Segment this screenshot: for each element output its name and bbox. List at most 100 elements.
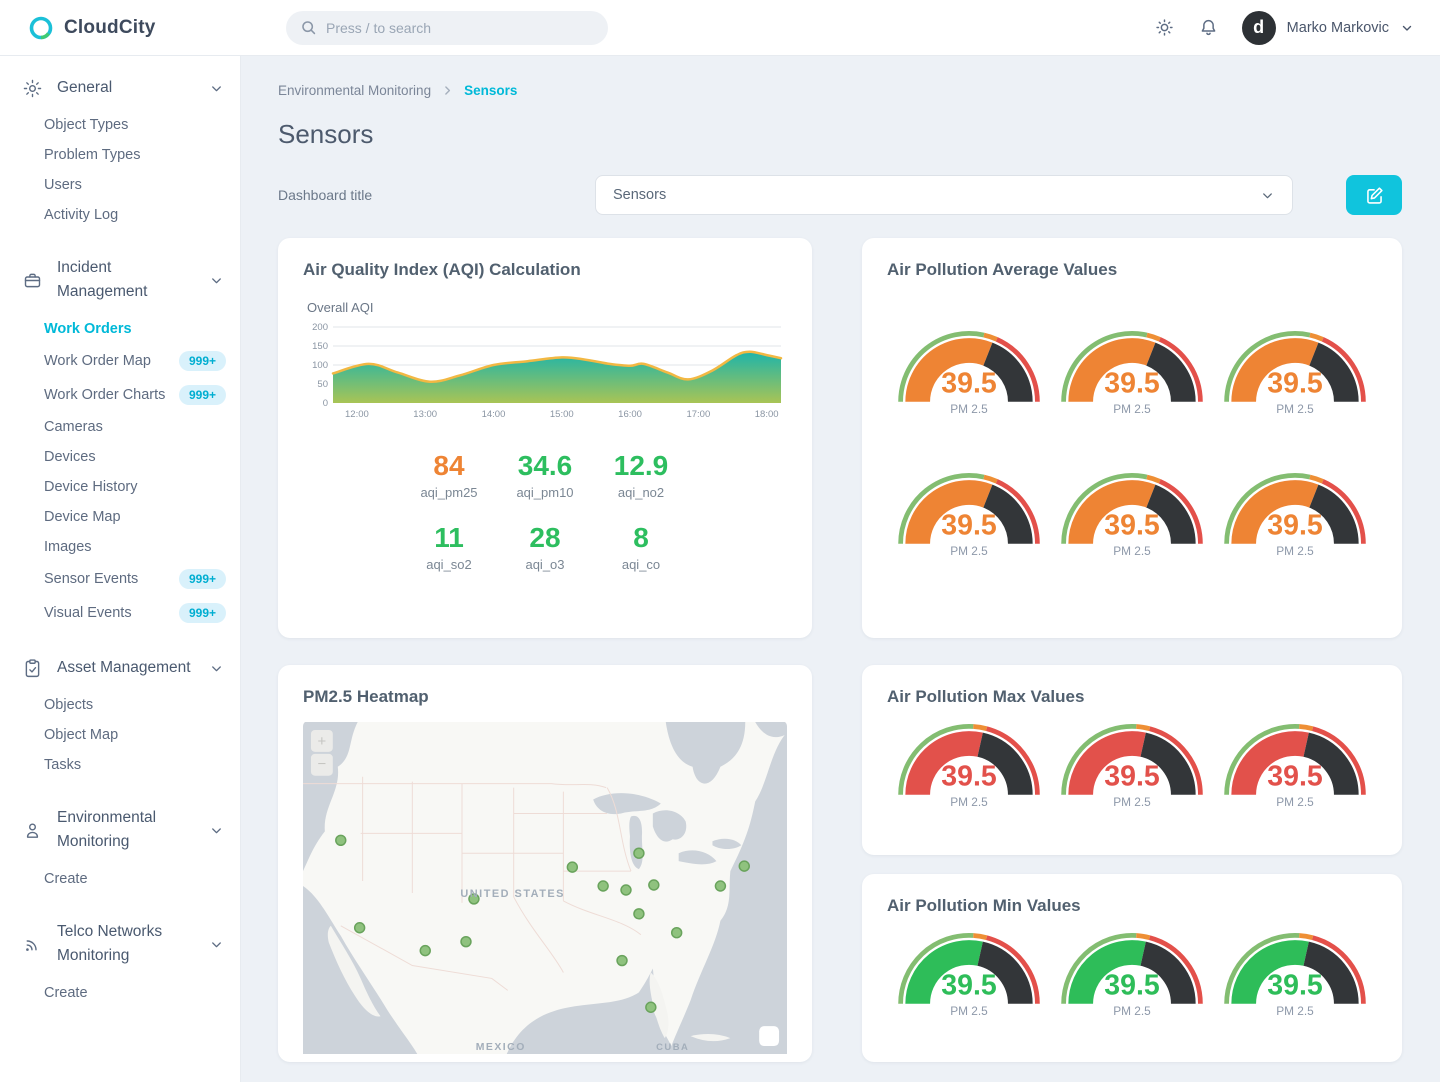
svg-text:39.5: 39.5: [1268, 760, 1324, 792]
sidebar-item-create[interactable]: Create: [0, 978, 240, 1008]
svg-text:PM 2.5: PM 2.5: [950, 795, 988, 809]
app-logo[interactable]: CloudCity: [0, 15, 250, 41]
sensor-dot[interactable]: [715, 881, 725, 891]
svg-text:PM 2.5: PM 2.5: [950, 544, 988, 558]
sidebar-item-devices[interactable]: Devices: [0, 442, 240, 472]
chevron-down-icon: [1400, 21, 1414, 35]
sidebar-header-telco-networks-monitoring[interactable]: Telco Networks Monitoring: [0, 914, 240, 974]
svg-text:PM 2.5: PM 2.5: [1277, 402, 1315, 416]
dashboard-title-value: Sensors: [613, 187, 666, 203]
sensor-dot[interactable]: [420, 946, 430, 956]
chevron-right-icon: [441, 84, 454, 97]
svg-text:39.5: 39.5: [941, 760, 997, 792]
svg-text:39.5: 39.5: [1104, 760, 1160, 792]
min-gauges: 39.5PM 2.539.5PM 2.539.5PM 2.5: [887, 924, 1377, 1024]
sidebar-item-work-orders[interactable]: Work Orders: [0, 314, 240, 344]
person-icon: [22, 820, 44, 841]
svg-text:PM 2.5: PM 2.5: [1113, 544, 1151, 558]
breadcrumb: Environmental Monitoring Sensors: [278, 83, 1402, 98]
chevron-down-icon: [1260, 188, 1275, 203]
chevron-down-icon: [209, 937, 224, 952]
sidebar-item-create[interactable]: Create: [0, 864, 240, 894]
svg-text:150: 150: [312, 341, 328, 352]
average-gauge-2: 39.5PM 2.5: [1056, 322, 1208, 422]
card-title: Air Quality Index (AQI) Calculation: [303, 260, 787, 280]
chevron-down-icon: [209, 273, 224, 288]
notifications-button[interactable]: [1198, 17, 1219, 38]
sidebar-item-work-order-map[interactable]: Work Order Map999+: [0, 344, 240, 378]
sidebar-item-object-types[interactable]: Object Types: [0, 110, 240, 140]
sensor-dot[interactable]: [617, 956, 627, 966]
svg-text:PM 2.5: PM 2.5: [1277, 544, 1315, 558]
breadcrumb-current[interactable]: Sensors: [464, 83, 517, 98]
average-gauges: 39.5PM 2.539.5PM 2.539.5PM 2.539.5PM 2.5…: [887, 322, 1377, 564]
sidebar-header-environmental-monitoring[interactable]: Environmental Monitoring: [0, 800, 240, 860]
sidebar-item-tasks[interactable]: Tasks: [0, 750, 240, 780]
min-gauge-3: 39.5PM 2.5: [1219, 924, 1371, 1024]
sidebar-section-telco-networks-monitoring: Telco Networks Monitoring Create: [0, 914, 240, 1008]
chevron-down-icon: [209, 661, 224, 676]
sidebar-section-general: General Object TypesProblem TypesUsersAct…: [0, 70, 240, 230]
sensor-dot[interactable]: [461, 937, 471, 947]
sidebar-item-objects[interactable]: Objects: [0, 690, 240, 720]
sidebar-header-asset-management[interactable]: Asset Management: [0, 650, 240, 686]
sidebar-item-problem-types[interactable]: Problem Types: [0, 140, 240, 170]
sensor-dot[interactable]: [567, 862, 577, 872]
svg-text:PM 2.5: PM 2.5: [950, 402, 988, 416]
metric-aqi-so2: 11aqi_so2: [401, 522, 497, 572]
card-title: PM2.5 Heatmap: [303, 687, 787, 707]
sidebar-item-object-map[interactable]: Object Map: [0, 720, 240, 750]
user-name: Marko Markovic: [1287, 20, 1389, 36]
breadcrumb-parent[interactable]: Environmental Monitoring: [278, 83, 431, 98]
sensor-dot[interactable]: [634, 848, 644, 858]
sidebar-item-device-map[interactable]: Device Map: [0, 502, 240, 532]
sidebar-item-device-history[interactable]: Device History: [0, 472, 240, 502]
metric-aqi-co: 8aqi_co: [593, 522, 689, 572]
svg-text:13:00: 13:00: [413, 409, 437, 420]
sidebar-section-asset-management: Asset Management ObjectsObject MapTasks: [0, 650, 240, 780]
svg-text:39.5: 39.5: [941, 509, 997, 541]
sensor-dot[interactable]: [355, 923, 365, 933]
sidebar-item-users[interactable]: Users: [0, 170, 240, 200]
min-gauge-1: 39.5PM 2.5: [893, 924, 1045, 1024]
sidebar-item-cameras[interactable]: Cameras: [0, 412, 240, 442]
sidebar-item-work-order-charts[interactable]: Work Order Charts999+: [0, 378, 240, 412]
sensor-dot[interactable]: [634, 909, 644, 919]
card-title: Air Pollution Min Values: [887, 896, 1377, 916]
sensor-dot[interactable]: [598, 881, 608, 891]
average-gauge-4: 39.5 PM 2.5: [893, 464, 1045, 564]
average-gauge-6: 39.5PM 2.5: [1219, 464, 1371, 564]
svg-text:PM 2.5: PM 2.5: [1277, 795, 1315, 809]
svg-text:39.5: 39.5: [1104, 509, 1160, 541]
sidebar-item-sensor-events[interactable]: Sensor Events999+: [0, 562, 240, 596]
sidebar-item-activity-log[interactable]: Activity Log: [0, 200, 240, 230]
heatmap-map[interactable]: UNITED STATES MEXICO CUBA + −: [303, 721, 787, 1060]
sensor-dot[interactable]: [646, 1002, 656, 1012]
sensor-dot[interactable]: [739, 861, 749, 871]
sidebar-item-images[interactable]: Images: [0, 532, 240, 562]
sensor-dot[interactable]: [336, 835, 346, 845]
sidebar-header-general[interactable]: General: [0, 70, 240, 106]
card-air-pollution-max: Air Pollution Max Values 39.5PM 2.539.5P…: [862, 665, 1402, 855]
svg-text:0: 0: [323, 398, 328, 409]
sensor-dot[interactable]: [672, 928, 682, 938]
map-label-cuba: CUBA: [656, 1042, 689, 1053]
count-badge: 999+: [179, 569, 226, 589]
search-input[interactable]: [326, 20, 594, 36]
cloudcity-logo-icon: [28, 15, 54, 41]
edit-dashboard-button[interactable]: [1346, 175, 1402, 215]
svg-text:PM 2.5: PM 2.5: [950, 1004, 988, 1018]
page-title: Sensors: [278, 119, 1402, 150]
theme-toggle-button[interactable]: [1154, 17, 1175, 38]
sidebar-item-visual-events[interactable]: Visual Events999+: [0, 596, 240, 630]
card-title: Air Pollution Average Values: [887, 260, 1377, 280]
sensor-dot[interactable]: [649, 880, 659, 890]
metric-aqi-no2: 12.9aqi_no2: [593, 450, 689, 500]
map-attribution-button[interactable]: [759, 1026, 779, 1046]
signal-icon: [22, 934, 44, 955]
dashboard-title-select[interactable]: Sensors: [595, 175, 1293, 215]
map-label-us: UNITED STATES: [460, 888, 565, 900]
sensor-dot[interactable]: [621, 885, 631, 895]
sidebar-header-incident-management[interactable]: Incident Management: [0, 250, 240, 310]
user-menu[interactable]: d Marko Markovic: [1242, 11, 1414, 45]
